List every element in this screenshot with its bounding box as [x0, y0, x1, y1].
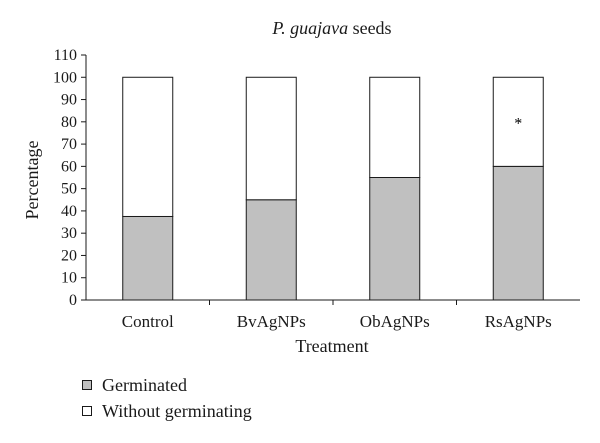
legend-label-without-germinating: Without germinating [102, 400, 252, 421]
bar-without-germinating [369, 76, 421, 178]
y-axis-title: Percentage [22, 141, 42, 220]
bar-without-germinating [245, 76, 297, 201]
significance-marker: * [514, 116, 522, 133]
chart-title-rest: seeds [348, 18, 392, 38]
y-tick-label: 30 [61, 225, 77, 242]
plot-area: 0 10 20 30 40 50 60 70 80 90 100 110 Control BvAgNPs O… [53, 47, 580, 331]
y-tick-label: 80 [61, 114, 77, 131]
y-tick-label: 110 [54, 47, 77, 64]
chart-title: P. guajava seeds [271, 18, 391, 38]
bar-without-germinating [122, 76, 174, 217]
y-tick-label: 90 [61, 92, 77, 109]
y-tick-label: 70 [61, 136, 77, 153]
legend-label-germinated: Germinated [102, 374, 187, 395]
legend-item-germinated: Germinated [82, 372, 252, 398]
y-tick-label: 60 [61, 158, 77, 175]
legend-swatch-germinated [82, 380, 92, 390]
x-axis-title: Treatment [295, 336, 368, 356]
bar-without-germinating [492, 76, 544, 167]
legend-swatch-without-germinating [82, 406, 92, 416]
bar-germinated [245, 199, 297, 301]
x-tick-label: ObAgNPs [360, 312, 430, 331]
y-tick-label: 20 [61, 247, 77, 264]
y-tick-label: 100 [53, 69, 77, 86]
bar-germinated [492, 165, 544, 301]
x-tick-label: Control [122, 312, 174, 331]
bar-germinated [369, 177, 421, 301]
legend: Germinated Without germinating [82, 372, 252, 424]
y-tick-label: 10 [61, 270, 77, 287]
bar-germinated [122, 215, 174, 301]
y-tick-label: 0 [69, 292, 77, 309]
chart-title-italic: P. guajava [271, 18, 348, 38]
y-tick-label: 40 [61, 203, 77, 220]
legend-item-without-germinating: Without germinating [82, 398, 252, 424]
x-tick-label: BvAgNPs [237, 312, 306, 331]
x-tick-label: RsAgNPs [485, 312, 552, 331]
y-tick-label: 50 [61, 181, 77, 198]
